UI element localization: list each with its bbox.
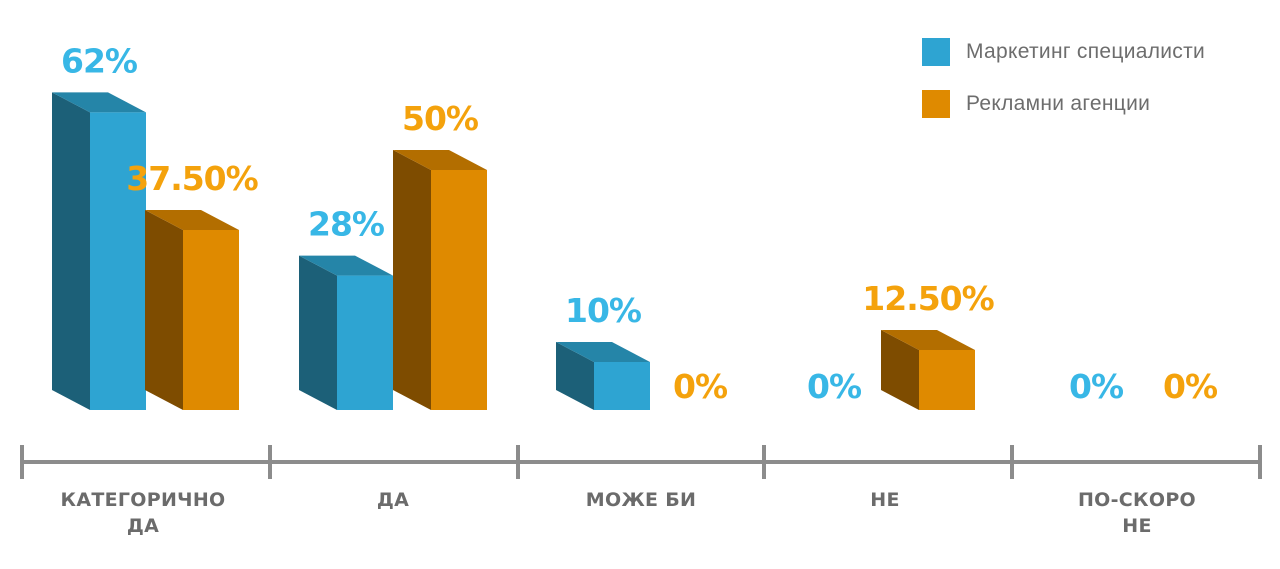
bar-marketing-0 xyxy=(52,92,146,411)
legend-item-marketing: Маркетинг специалисти xyxy=(922,36,1262,68)
bar-marketing-0-side xyxy=(52,92,90,411)
bar-marketing-1-top xyxy=(299,255,393,276)
bar-agencies-1-top xyxy=(393,150,487,170)
bar-agencies-0 xyxy=(145,210,239,410)
bar-agencies-0-front xyxy=(183,230,239,410)
value-label-marketing-1: 28% xyxy=(308,205,385,244)
bar-agencies-1 xyxy=(393,150,487,410)
bar-marketing-2-front xyxy=(594,362,650,410)
value-labels: 62% 28% 10% 0% 0% 37.50% 50% 0% 12.50% 0% xyxy=(61,41,1219,406)
value-label-agencies-4: 0% xyxy=(1163,367,1218,406)
x-axis xyxy=(20,445,1262,479)
bar-agencies-1-side xyxy=(393,150,431,410)
category-label: НЕ xyxy=(870,489,899,511)
value-label-marketing-4: 0% xyxy=(1069,367,1124,406)
bar-agencies-0-side xyxy=(145,210,183,410)
value-label-agencies-3: 12.50% xyxy=(862,279,994,318)
legend-item-agencies: Рекламни агенции xyxy=(922,88,1262,120)
bar-agencies-1-front xyxy=(431,170,487,410)
legend-label-marketing: Маркетинг специалисти xyxy=(966,40,1206,63)
category-labels: КАТЕГОРИЧНО ДА ДА МОЖЕ БИ НЕ ПО-СКОРО НЕ xyxy=(61,489,1196,537)
bar-agencies-3-front xyxy=(919,350,975,410)
value-label-marketing-2: 10% xyxy=(565,291,642,330)
value-label-agencies-2: 0% xyxy=(673,367,728,406)
category-label: ПО-СКОРО НЕ xyxy=(1078,489,1196,537)
value-label-marketing-3: 0% xyxy=(807,367,862,406)
bar-marketing-2-top xyxy=(556,342,650,362)
value-label-agencies-1: 50% xyxy=(402,99,479,138)
category-label: МОЖЕ БИ xyxy=(586,489,696,511)
legend-label-agencies: Рекламни агенции xyxy=(966,92,1151,115)
value-label-agencies-0: 37.50% xyxy=(126,159,258,198)
bar-agencies-0-top xyxy=(145,210,239,230)
bar-marketing-0-front xyxy=(90,112,146,411)
legend: Маркетинг специалисти Рекламни агенции xyxy=(922,36,1262,140)
bar-marketing-2-side xyxy=(556,342,594,410)
bar-marketing-0-top xyxy=(52,92,146,113)
legend-swatch-marketing xyxy=(922,38,950,66)
bar-marketing-1-front xyxy=(337,275,393,410)
value-label-marketing-0: 62% xyxy=(61,41,138,80)
category-label: ДА xyxy=(377,489,409,511)
legend-swatch-agencies xyxy=(922,90,950,118)
bar-marketing-1-side xyxy=(299,255,337,410)
bar-agencies-3-top xyxy=(881,330,975,350)
bar-marketing-1 xyxy=(299,255,393,410)
bar-marketing-2 xyxy=(556,342,650,410)
category-label: КАТЕГОРИЧНО ДА xyxy=(61,489,226,537)
bar-agencies-3 xyxy=(881,330,975,410)
bar-agencies-3-side xyxy=(881,330,919,410)
bars-layer xyxy=(52,92,975,411)
